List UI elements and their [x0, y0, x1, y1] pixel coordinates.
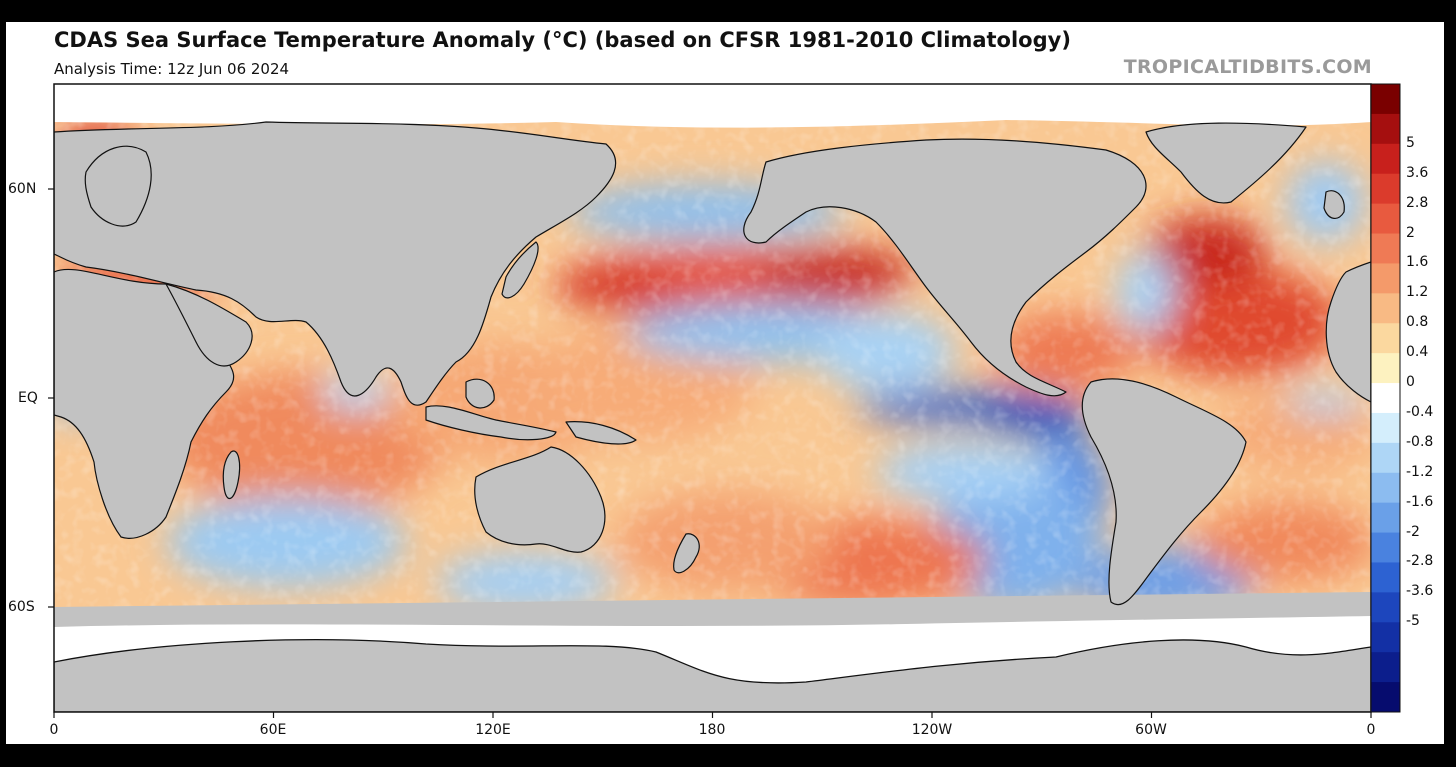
- australia-landmass: [474, 446, 606, 553]
- indonesia-landmass: [425, 405, 557, 441]
- colorbar-label: 1.2: [1406, 284, 1429, 301]
- eurasia-landmass: [54, 121, 617, 406]
- colorbar-label: -0.4: [1406, 403, 1434, 420]
- colorbar-swatch: [1371, 293, 1400, 324]
- colorbar-swatch: [1371, 562, 1400, 593]
- colorbar-label: -5: [1406, 613, 1420, 630]
- axis-ticks: [48, 188, 1372, 718]
- north-america-landmass: [743, 138, 1147, 397]
- colorbar-swatch: [1371, 203, 1400, 235]
- colorbar-swatch: [1371, 263, 1400, 294]
- colorbar-swatch: [1371, 323, 1400, 354]
- colorbar-label: 0.8: [1406, 314, 1429, 331]
- colorbar-label: -1.2: [1406, 463, 1434, 480]
- colorbar: [1370, 83, 1401, 713]
- lon-label-0-right: 0: [1366, 722, 1376, 738]
- colorbar-swatch: [1371, 592, 1400, 623]
- colorbar-border: [1370, 83, 1401, 713]
- lon-label-120w: 120W: [911, 722, 953, 738]
- colorbar-label: 2.8: [1406, 194, 1429, 211]
- colorbar-label: 1.6: [1406, 254, 1429, 271]
- south-america-landmass: [1081, 378, 1247, 606]
- colorbar-swatch: [1371, 143, 1400, 175]
- colorbar-swatch: [1371, 173, 1400, 205]
- colorbar-swatch: [1371, 113, 1400, 145]
- sst-anomaly-map: [48, 83, 1401, 718]
- colorbar-swatch: [1371, 622, 1400, 653]
- colorbar-label: 2: [1406, 224, 1415, 241]
- colorbar-swatch: [1371, 442, 1400, 474]
- colorbar-label: -1.6: [1406, 493, 1434, 510]
- lon-label-120e: 120E: [475, 722, 511, 738]
- lon-label-60w: 60W: [1135, 722, 1167, 738]
- analysis-time: Analysis Time: 12z Jun 06 2024: [54, 60, 290, 78]
- colorbar-swatch: [1371, 502, 1400, 534]
- colorbar-label: -2.8: [1406, 553, 1434, 570]
- lat-label-60s: 60S: [8, 599, 35, 615]
- scandinavia-landmass: [84, 145, 152, 227]
- antarctica-landmass: [54, 639, 1371, 712]
- colorbar-label: -0.8: [1406, 433, 1434, 450]
- new-guinea-landmass: [565, 421, 637, 445]
- colorbar-swatch: [1371, 652, 1400, 683]
- new-zealand-landmass: [673, 533, 700, 574]
- colorbar-label: -2: [1406, 523, 1420, 540]
- colorbar-swatch: [1371, 233, 1400, 264]
- figure-title: CDAS Sea Surface Temperature Anomaly (°C…: [54, 28, 1071, 52]
- figure-frame: CDAS Sea Surface Temperature Anomaly (°C…: [6, 22, 1444, 744]
- uk-landmass: [1323, 190, 1345, 219]
- madagascar-landmass: [222, 450, 241, 499]
- borneo-landmass: [465, 378, 495, 409]
- continents: [54, 121, 1371, 606]
- colorbar-swatch: [1371, 682, 1400, 713]
- site-credit: TROPICALTIDBITS.COM: [1123, 56, 1372, 78]
- colorbar-label: 0.4: [1406, 344, 1429, 361]
- colorbar-swatch: [1371, 532, 1400, 563]
- lon-label-60e: 60E: [259, 722, 287, 738]
- europe-west-landmass: [1325, 261, 1371, 403]
- colorbar-swatch: [1371, 353, 1400, 384]
- arctic-ice: [54, 84, 1371, 128]
- colorbar-label: 5: [1406, 134, 1415, 151]
- lon-label-0: 0: [49, 722, 59, 738]
- colorbar-label: -3.6: [1406, 583, 1434, 600]
- colorbar-swatch: [1371, 383, 1400, 414]
- colorbar-label: 0: [1406, 374, 1415, 391]
- arabia-landmass: [165, 283, 253, 367]
- lat-label-eq: EQ: [18, 390, 38, 406]
- greenland-landmass: [1145, 122, 1307, 204]
- colorbar-swatch: [1371, 412, 1400, 444]
- japan-landmass: [501, 241, 539, 299]
- colorbar-label: 3.6: [1406, 164, 1429, 181]
- colorbar-swatch: [1371, 84, 1400, 115]
- colorbar-swatch: [1371, 472, 1400, 504]
- lon-label-180: 180: [698, 722, 726, 738]
- lat-label-60n: 60N: [8, 181, 37, 197]
